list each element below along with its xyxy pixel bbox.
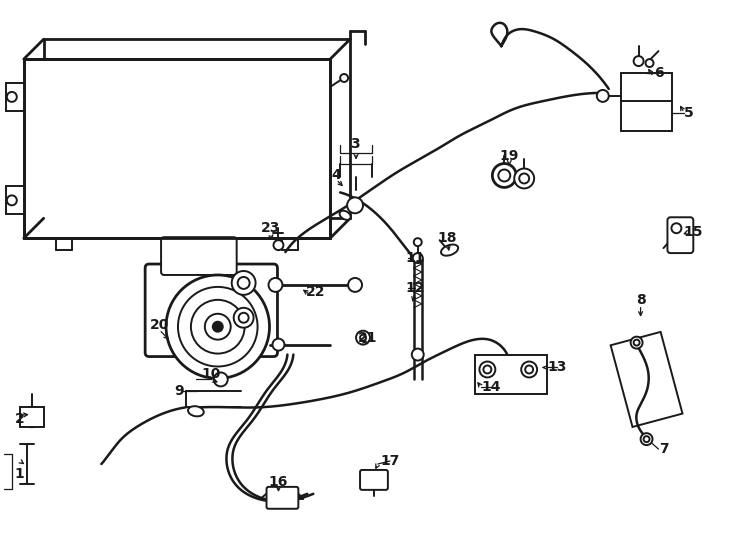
Text: 2: 2: [15, 412, 25, 426]
Circle shape: [360, 335, 366, 341]
Text: 8: 8: [636, 293, 645, 307]
Circle shape: [347, 198, 363, 213]
Circle shape: [521, 361, 537, 377]
Polygon shape: [611, 332, 683, 427]
FancyBboxPatch shape: [266, 487, 298, 509]
Circle shape: [238, 277, 250, 289]
Circle shape: [644, 436, 650, 442]
Circle shape: [484, 366, 491, 374]
Circle shape: [213, 322, 222, 332]
Circle shape: [340, 74, 348, 82]
Circle shape: [597, 90, 608, 102]
Text: 23: 23: [261, 221, 280, 235]
Text: 19: 19: [500, 148, 519, 163]
Circle shape: [412, 349, 424, 361]
Text: 3: 3: [350, 137, 360, 151]
Polygon shape: [6, 83, 23, 111]
Circle shape: [646, 59, 653, 67]
Ellipse shape: [441, 245, 458, 256]
Text: 10: 10: [201, 367, 220, 381]
Text: 9: 9: [174, 384, 184, 399]
Circle shape: [633, 340, 639, 346]
Polygon shape: [23, 59, 330, 238]
Bar: [43, 39, 350, 218]
Text: 16: 16: [269, 475, 288, 489]
Circle shape: [493, 164, 516, 187]
Circle shape: [239, 313, 249, 323]
Circle shape: [413, 253, 423, 263]
Bar: [23, 59, 330, 238]
Bar: [20, 407, 43, 427]
Circle shape: [479, 361, 495, 377]
Text: 20: 20: [150, 318, 169, 332]
Circle shape: [515, 168, 534, 188]
Circle shape: [672, 223, 681, 233]
Text: 12: 12: [405, 281, 424, 295]
Text: 4: 4: [331, 168, 341, 183]
Circle shape: [7, 92, 17, 102]
Polygon shape: [6, 186, 23, 214]
Circle shape: [526, 366, 533, 374]
Bar: [476, 355, 547, 394]
Circle shape: [519, 173, 529, 184]
Circle shape: [274, 240, 283, 250]
FancyBboxPatch shape: [145, 264, 277, 356]
Circle shape: [233, 308, 253, 328]
FancyBboxPatch shape: [667, 217, 694, 253]
Circle shape: [7, 195, 17, 205]
FancyBboxPatch shape: [161, 237, 236, 275]
Ellipse shape: [340, 211, 351, 220]
Circle shape: [166, 275, 269, 379]
Circle shape: [414, 238, 422, 246]
Circle shape: [356, 330, 370, 345]
Bar: [621, 73, 672, 131]
Text: 6: 6: [654, 66, 664, 80]
Text: 18: 18: [438, 231, 457, 245]
Circle shape: [23, 411, 40, 427]
Circle shape: [272, 339, 285, 350]
Circle shape: [269, 278, 283, 292]
Text: 14: 14: [482, 380, 501, 394]
Bar: [23, 59, 330, 238]
Ellipse shape: [188, 406, 204, 416]
Circle shape: [214, 373, 228, 387]
Text: 17: 17: [380, 454, 399, 468]
Text: 22: 22: [305, 285, 325, 299]
Text: 11: 11: [405, 251, 424, 265]
Text: 5: 5: [683, 106, 693, 120]
Circle shape: [633, 56, 644, 66]
Circle shape: [205, 314, 230, 340]
Text: 7: 7: [658, 442, 668, 456]
Circle shape: [498, 170, 510, 181]
Circle shape: [641, 433, 653, 445]
Circle shape: [191, 300, 244, 354]
Text: 15: 15: [683, 225, 703, 239]
Circle shape: [631, 336, 642, 349]
FancyBboxPatch shape: [360, 470, 388, 490]
Circle shape: [232, 271, 255, 295]
Text: 13: 13: [548, 361, 567, 375]
Text: 1: 1: [15, 467, 25, 481]
Text: 21: 21: [358, 330, 378, 345]
Circle shape: [348, 278, 362, 292]
Circle shape: [178, 287, 258, 367]
